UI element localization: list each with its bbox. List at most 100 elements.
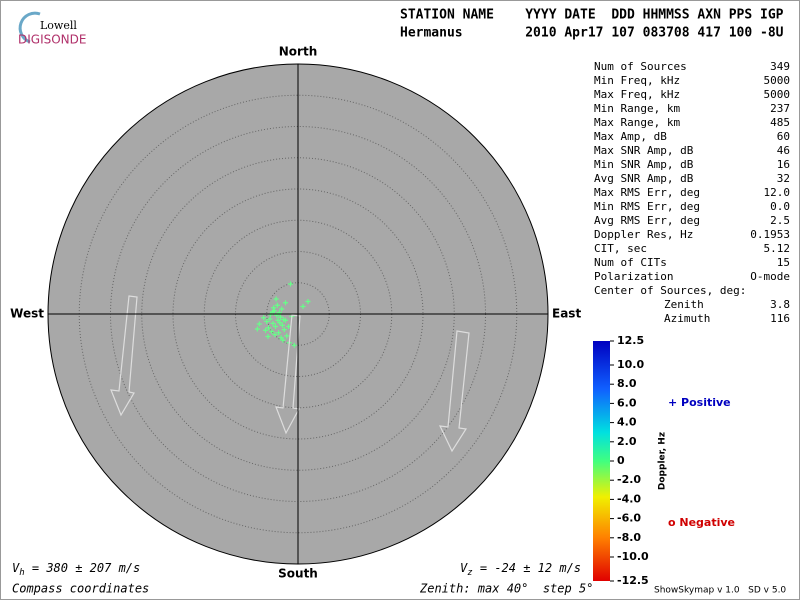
center-value: 3.8 [770, 298, 790, 311]
legend-positive: + Positive [668, 396, 731, 409]
source-point [279, 322, 285, 328]
stat-value: 32 [777, 172, 790, 185]
stat-label: Doppler Res, Hz [594, 228, 693, 241]
stat-value: 0.1953 [750, 228, 790, 241]
stat-label: CIT, sec [594, 242, 647, 255]
colorbar-tick-label: -4.0 [617, 492, 641, 505]
colorbar-tick-label: -12.5 [617, 574, 649, 587]
stat-label: Num of Sources [594, 60, 687, 73]
stat-label: Avg RMS Err, deg [594, 214, 700, 227]
center-value: 116 [770, 312, 790, 325]
colorbar-tick-label: 8.0 [617, 377, 637, 390]
colorbar-tick-label: 4.0 [617, 416, 637, 429]
source-point [274, 302, 280, 308]
colorbar-tick-label: -2.0 [617, 473, 641, 486]
velocity-arrow [275, 314, 301, 435]
colorbar-label: Doppler, Hz [658, 432, 668, 490]
center-title: Center of Sources, deg: [594, 284, 746, 297]
stat-value: 2.5 [770, 214, 790, 227]
stat-value: 237 [770, 102, 790, 115]
source-point [291, 342, 297, 348]
source-point [269, 329, 275, 334]
source-point [261, 315, 267, 321]
source-point [276, 330, 282, 336]
stat-label: Max SNR Amp, dB [594, 144, 694, 157]
stat-value: 15 [777, 256, 790, 269]
south-label: South [278, 567, 318, 581]
stat-label: Num of CITs [594, 256, 667, 269]
north-label: North [279, 45, 317, 59]
colorbar-tick-label: -8.0 [617, 531, 641, 544]
stat-value: 5000 [764, 88, 791, 101]
stat-label: Min Freq, kHz [594, 74, 680, 87]
logo-small: Lowell [40, 19, 77, 32]
colorbar-tick-label: 10.0 [617, 358, 644, 371]
legend-negative: o Negative [668, 516, 735, 529]
stat-value: 349 [770, 60, 790, 73]
source-point [277, 320, 283, 326]
source-point [284, 333, 290, 339]
stat-value: 0.0 [770, 200, 790, 213]
stat-value: 5000 [764, 74, 791, 87]
west-label: West [10, 307, 44, 321]
stat-value: 5.12 [764, 242, 791, 255]
center-label: Azimuth [664, 312, 710, 325]
colorbar-tick-label: 12.5 [617, 334, 644, 347]
source-point [273, 324, 278, 329]
stat-value: 485 [770, 116, 790, 129]
center-label: Zenith [664, 298, 704, 311]
vh-text: Vh = 380 ± 207 m/s [12, 561, 140, 578]
source-point [256, 321, 262, 327]
colorbar [593, 341, 610, 581]
colorbar-tick-label: 6.0 [617, 396, 637, 409]
source-point [270, 320, 276, 326]
source-point [267, 316, 273, 322]
colorbar-tick-label: 2.0 [617, 435, 637, 448]
colorbar-tick-label: 0 [617, 454, 625, 467]
source-point [278, 335, 284, 341]
source-point [272, 332, 278, 338]
source-point [283, 300, 288, 306]
source-point [278, 314, 283, 320]
source-point [281, 327, 287, 333]
source-point [265, 334, 271, 339]
velocity-arrow [438, 330, 470, 453]
source-point [279, 306, 285, 312]
colorbar-tick-label: -6.0 [617, 512, 641, 525]
stat-label: Polarization [594, 270, 673, 283]
source-point [254, 326, 260, 332]
logo-swoosh [18, 11, 41, 44]
source-point [271, 305, 277, 311]
logo-big: DIGISONDE [18, 33, 86, 47]
east-label: East [552, 307, 581, 321]
stat-value: 46 [777, 144, 790, 157]
source-point [300, 304, 306, 309]
stat-label: Max RMS Err, deg [594, 186, 700, 199]
source-point [305, 299, 311, 304]
source-point [288, 281, 293, 287]
stat-value: 60 [777, 130, 790, 143]
stat-label: Max Amp, dB [594, 130, 667, 143]
source-point [263, 327, 268, 333]
source-point [264, 319, 270, 324]
zenith-text: Zenith: max 40° step 5° [419, 582, 593, 596]
velocity-arrow [110, 295, 138, 417]
stat-label: Max Range, km [594, 116, 680, 129]
coords-text: Compass coordinates [12, 582, 149, 596]
stat-label: Min SNR Amp, dB [594, 158, 694, 171]
header-values: Hermanus 2010 Apr17 107 083708 417 100 -… [400, 26, 784, 41]
version-text: ShowSkymap v 1.0 SD v 5.0 [654, 586, 786, 596]
stat-value: O-mode [750, 270, 790, 283]
colorbar-tick-label: -10.0 [617, 550, 649, 563]
stat-label: Avg SNR Amp, dB [594, 172, 694, 185]
source-point [281, 317, 287, 323]
stat-label: Min Range, km [594, 102, 680, 115]
stat-label: Min RMS Err, deg [594, 200, 700, 213]
stat-value: 16 [777, 158, 790, 171]
header-labels: STATION NAME YYYY DATE DDD HHMMSS AXN PP… [400, 8, 784, 23]
stat-value: 12.0 [764, 186, 791, 199]
source-point [273, 296, 279, 302]
stat-label: Max Freq, kHz [594, 88, 680, 101]
vz-text: Vz = -24 ± 12 m/s [460, 561, 581, 578]
